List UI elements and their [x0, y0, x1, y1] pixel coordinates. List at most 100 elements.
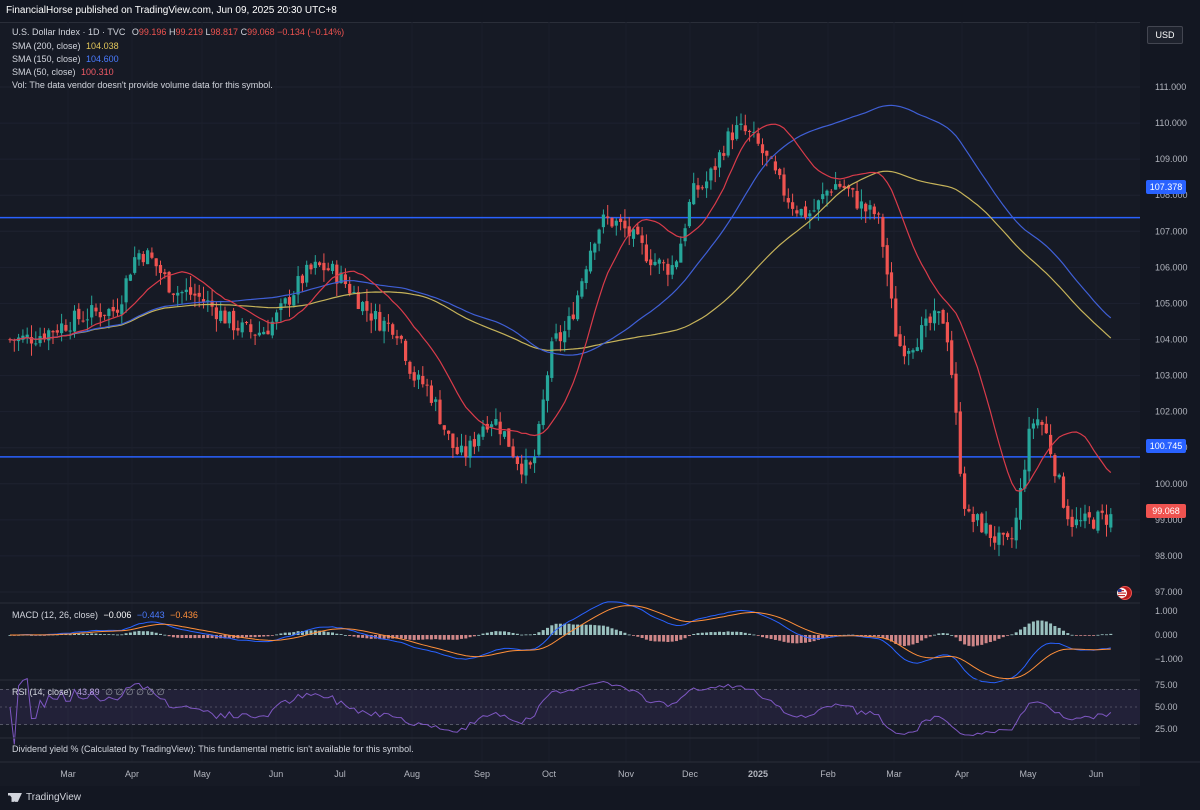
candle-body [64, 324, 68, 331]
macd-legend[interactable]: MACD (12, 26, close) −0.006 −0.443 −0.43… [12, 610, 198, 620]
candle-body [683, 228, 687, 242]
candle-body [541, 399, 545, 426]
macd-histogram-bar [610, 628, 614, 635]
candle-body [120, 304, 124, 315]
price-axis-tick: 99.000 [1155, 515, 1183, 525]
candle-body [881, 216, 885, 247]
sma200-legend[interactable]: SMA (200, close) 104.038 [12, 41, 119, 51]
volume-note: Vol: The data vendor doesn't provide vol… [12, 80, 273, 90]
candle-body [795, 210, 799, 214]
macd-histogram-bar [300, 631, 304, 635]
volume-legend: Vol: The data vendor doesn't provide vol… [12, 80, 273, 90]
candle-body [601, 214, 605, 228]
macd-histogram-bar [408, 635, 412, 640]
macd-histogram-bar [679, 635, 683, 640]
candle-body [502, 431, 507, 437]
candle-body [275, 312, 279, 322]
ohlc-open: 99.196 [138, 27, 167, 37]
price-chart[interactable]: 111.000 110.000 109.000 108.000 107.000 106.0… [0, 22, 1200, 786]
candle-body [816, 200, 820, 210]
macd-histogram-bar [369, 635, 373, 639]
macd-histogram-bar [1092, 635, 1096, 636]
macd-histogram-bar [81, 633, 85, 635]
macd-histogram-bar [1096, 634, 1100, 636]
candle-body [47, 330, 51, 341]
candle-body [662, 262, 666, 264]
price-axis-tick: 102.000 [1155, 407, 1188, 417]
candle-body [623, 220, 627, 229]
macd-histogram-bar [412, 635, 416, 641]
macd-histogram-bar [911, 635, 915, 645]
rsi-legend[interactable]: RSI (14, close) 43.89 ∅ ∅ ∅ ∅ ∅ ∅ [12, 687, 165, 698]
macd-histogram-bar [1014, 632, 1018, 635]
macd-histogram-bar [773, 635, 777, 640]
candle-body [249, 324, 253, 333]
macd-histogram-bar [980, 635, 984, 645]
candle-body [477, 434, 481, 446]
candle-body [1044, 423, 1048, 434]
time-axis-tick: Apr [955, 769, 969, 779]
macd-histogram-bar [941, 633, 945, 635]
candle-body [21, 335, 25, 340]
macd-histogram-bar [481, 633, 485, 635]
macd-histogram-bar [730, 631, 734, 635]
candle-body [189, 287, 193, 295]
macd-histogram-bar [937, 633, 941, 635]
macd-histogram-bar [477, 634, 481, 636]
tradingview-logo[interactable]: TradingView [8, 792, 81, 803]
macd-histogram-bar [799, 635, 803, 643]
candle-body [1027, 428, 1031, 472]
us-flag-events-icon[interactable] [1113, 586, 1137, 600]
macd-histogram-bar [769, 635, 773, 639]
macd-histogram-bar [748, 633, 752, 635]
macd-histogram-bar [1049, 623, 1053, 635]
candle-body [434, 399, 438, 402]
macd-histogram-bar [68, 634, 72, 636]
time-axis-tick: Jun [269, 769, 284, 779]
candle-body [692, 183, 696, 205]
macd-histogram-bar [197, 635, 201, 639]
time-axis-tick: Jun [1089, 769, 1104, 779]
ohlc-high-label: H [168, 27, 176, 37]
macd-histogram-bar [907, 635, 911, 646]
macd-histogram-bar [713, 632, 717, 635]
candle-body [459, 445, 464, 453]
macd-histogram-bar [270, 635, 274, 636]
candle-body [468, 440, 472, 458]
candle-body [851, 188, 855, 190]
currency-selector[interactable]: USD [1147, 26, 1183, 44]
macd-histogram-bar [167, 635, 171, 637]
macd-histogram-bar [924, 635, 928, 639]
candle-body [163, 272, 167, 275]
sma50-legend[interactable]: SMA (50, close) 100.310 [12, 67, 114, 77]
sma200-line [9, 170, 1112, 351]
macd-histogram-bar [550, 625, 554, 635]
candle-body [451, 433, 455, 449]
candle-body [77, 308, 81, 320]
macd-histogram-bar [791, 635, 795, 644]
macd-histogram-bar [180, 635, 184, 639]
macd-histogram-bar [984, 635, 988, 644]
macd-histogram-bar [576, 624, 580, 635]
candle-body [399, 335, 403, 339]
candle-body [1083, 513, 1087, 522]
time-axis-tick: 2025 [748, 769, 768, 779]
ohlc-close-label: C [240, 27, 248, 37]
macd-histogram-bar [90, 633, 94, 635]
candle-body [902, 345, 906, 357]
macd-histogram-bar [1006, 635, 1010, 636]
candle-body [576, 295, 580, 320]
candle-body [636, 226, 640, 235]
macd-histogram-bar [872, 635, 876, 637]
candle-body [773, 161, 777, 171]
candle-body [107, 309, 111, 316]
candle-body [558, 332, 562, 342]
macd-histogram-bar [116, 634, 119, 636]
macd-histogram-bar [171, 635, 175, 638]
macd-histogram-bar [275, 634, 279, 636]
time-axis-tick: Apr [125, 769, 139, 779]
macd-histogram-bar [640, 635, 644, 638]
chart-panel[interactable] [0, 22, 1140, 787]
sma150-legend[interactable]: SMA (150, close) 104.600 [12, 54, 119, 64]
macd-histogram-bar [128, 632, 132, 635]
